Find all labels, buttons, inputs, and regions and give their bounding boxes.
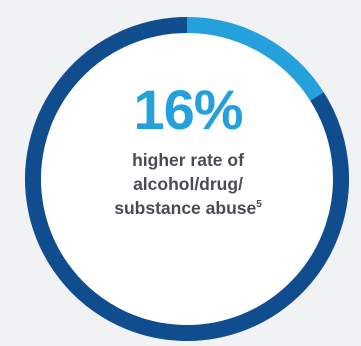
- donut-slice-highlight: [186, 17, 324, 101]
- caption-line-2: alcohol/drug/: [133, 174, 243, 194]
- stat-caption: higher rate of alcohol/drug/ substance a…: [50, 148, 326, 220]
- donut-slice-remainder: [25, 17, 349, 341]
- footnote-marker: 5: [256, 199, 262, 211]
- caption-line-3-text: substance abuse: [114, 198, 257, 218]
- stat-percentage: 16%: [133, 78, 243, 141]
- donut-inner-disc: [33, 25, 341, 333]
- caption-line-1: higher rate of: [132, 150, 244, 170]
- caption-line-3: substance abuse5: [50, 196, 326, 220]
- stat-center: 16% higher rate of alcohol/drug/ substan…: [50, 80, 326, 220]
